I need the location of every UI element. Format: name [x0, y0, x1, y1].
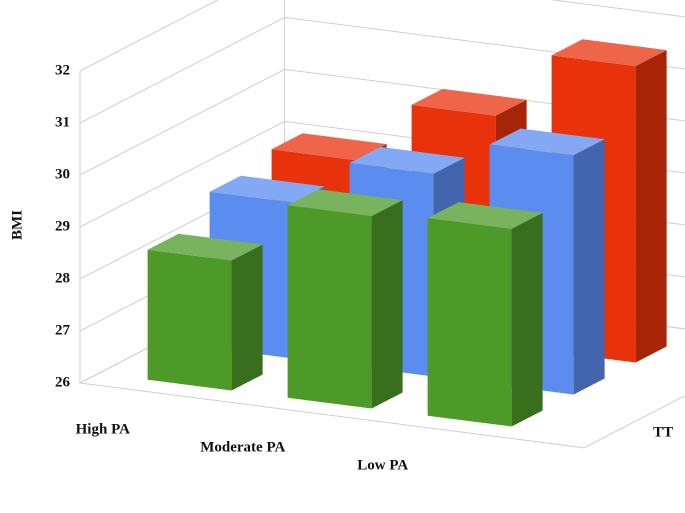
bar-top — [489, 128, 605, 156]
bar-front — [287, 205, 372, 409]
bar-side — [371, 200, 403, 409]
bar-front — [427, 218, 512, 427]
bar-front — [147, 249, 232, 391]
bar-top — [551, 39, 667, 67]
bar-side — [573, 139, 605, 395]
bar — [287, 189, 403, 409]
bar-side — [511, 212, 543, 427]
bar-top — [349, 146, 465, 174]
x-tick-label: High PA — [76, 421, 130, 437]
bar-top — [287, 189, 403, 217]
grid-line — [79, 0, 685, 72]
y-axis-label: BMI — [9, 210, 25, 240]
bar-side — [231, 244, 263, 391]
bar-side — [635, 50, 667, 363]
bar — [427, 202, 543, 427]
y-tick-label: 29 — [55, 218, 70, 234]
y-tick-label: 27 — [55, 322, 71, 338]
y-tick-label: 30 — [55, 166, 70, 182]
bar-top — [427, 202, 543, 229]
y-tick-label: 28 — [55, 270, 70, 286]
x-tick-label: Low PA — [357, 457, 408, 473]
bar-top — [271, 133, 387, 161]
series-label: TT — [653, 424, 673, 440]
bar-top — [147, 233, 263, 261]
bar-top — [209, 175, 325, 203]
y-tick-label: 32 — [55, 62, 70, 78]
x-tick-label: Moderate PA — [200, 439, 285, 455]
y-tick-label: 26 — [55, 374, 71, 390]
y-tick-label: 31 — [55, 114, 70, 130]
bar-top — [411, 88, 527, 116]
bar — [147, 233, 263, 391]
